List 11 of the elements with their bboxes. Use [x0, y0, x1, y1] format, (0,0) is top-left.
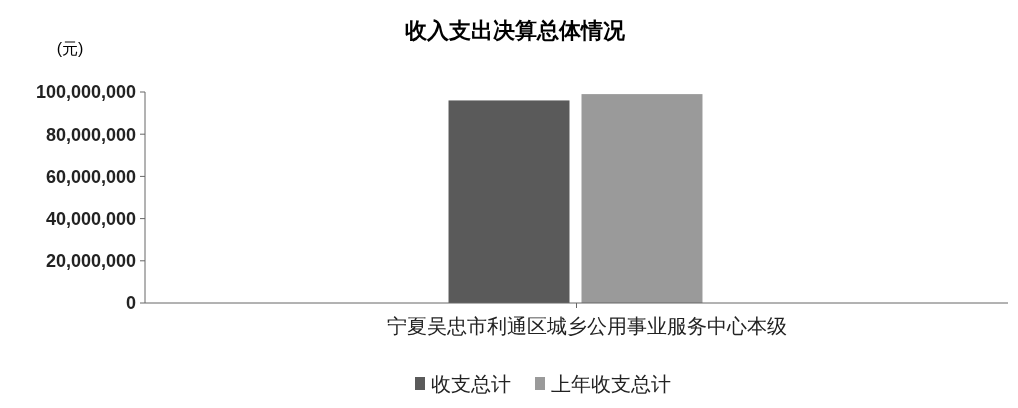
legend-label: 上年收支总计	[551, 373, 671, 395]
y-tick-label: 40,000,000	[45, 208, 136, 229]
y-tick-label: 60,000,000	[45, 166, 136, 187]
y-tick-label: 0	[125, 293, 136, 314]
chart-title: 收入支出决算总体情况	[405, 18, 626, 43]
legend-label: 收支总计	[431, 373, 511, 395]
y-tick-label: 20,000,000	[45, 251, 136, 272]
y-tick-label: 100,000,000	[35, 82, 136, 103]
x-tick-label: 宁夏吴忠市利通区城乡公用事业服务中心本级	[386, 315, 787, 337]
y-axis-title: (元)	[56, 40, 84, 57]
y-tick-label: 80,000,000	[45, 124, 136, 145]
